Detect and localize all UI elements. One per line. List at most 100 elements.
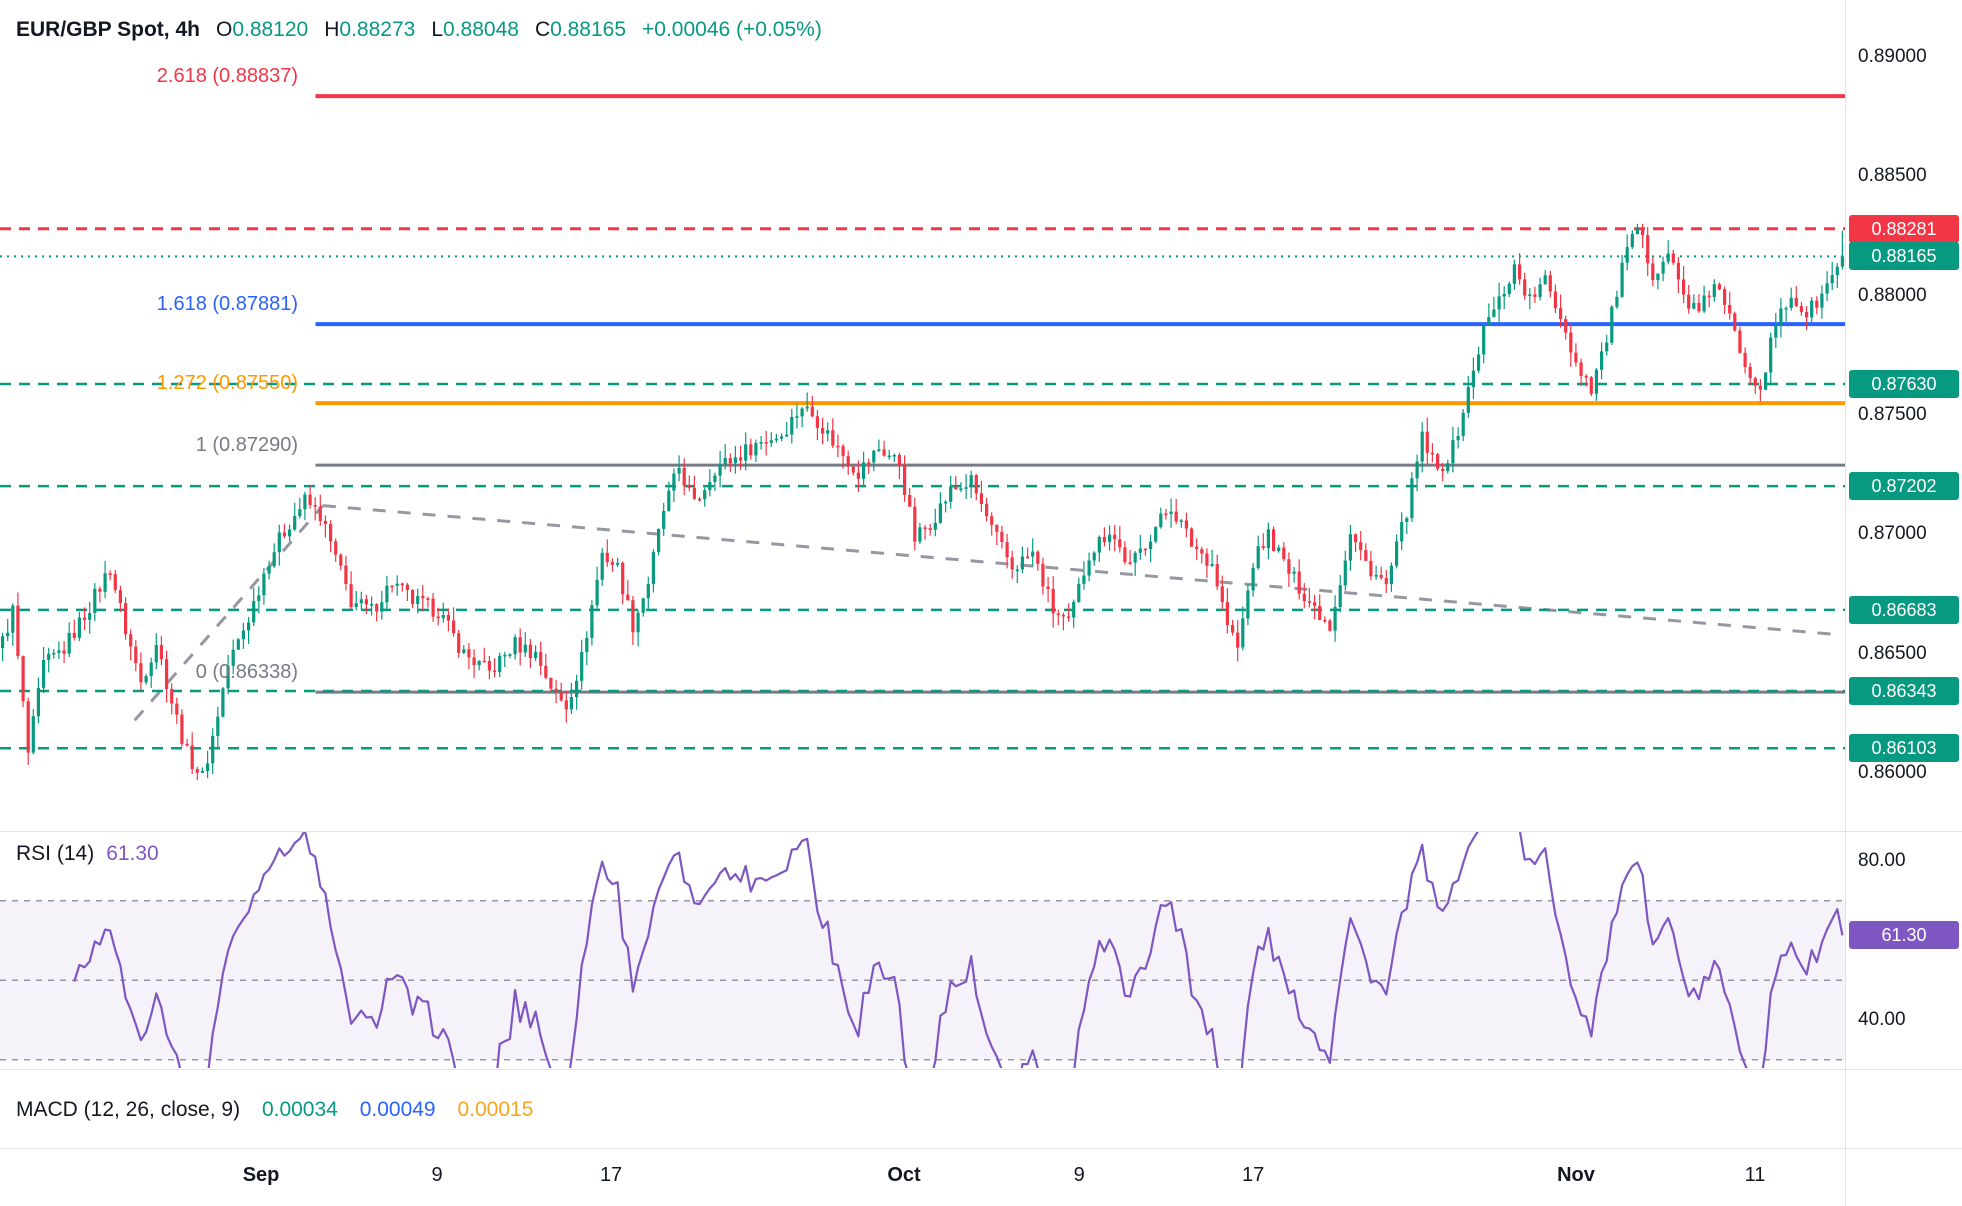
candle-body bbox=[846, 456, 850, 467]
candle-body bbox=[1538, 284, 1542, 297]
candle-body bbox=[1794, 297, 1798, 307]
candle-body bbox=[513, 637, 517, 655]
ohlc-high: H0.88273 bbox=[324, 18, 416, 41]
trendline-1[interactable] bbox=[322, 504, 1836, 636]
candle-body bbox=[1456, 436, 1460, 441]
candle-body bbox=[1825, 283, 1829, 294]
candle-body bbox=[26, 701, 30, 753]
candle-body bbox=[139, 663, 143, 683]
macd-legend: MACD (12, 26, close, 9) 0.00034 0.00049 … bbox=[16, 1098, 533, 1122]
macd-value-3: 0.00015 bbox=[457, 1098, 534, 1121]
candle-body bbox=[11, 605, 15, 633]
candle-body bbox=[928, 528, 932, 530]
main-chart-canvas[interactable] bbox=[0, 0, 1845, 830]
candle-body bbox=[1779, 308, 1783, 325]
candle-body bbox=[477, 660, 481, 666]
candle-body bbox=[1251, 568, 1255, 591]
candle-body bbox=[482, 660, 486, 663]
candle-body bbox=[1492, 309, 1496, 318]
candle-body bbox=[631, 600, 635, 633]
candle-body bbox=[518, 637, 522, 653]
candle-body bbox=[293, 516, 297, 530]
candle-body bbox=[1164, 513, 1168, 516]
candle-body bbox=[1282, 547, 1286, 560]
candle-body bbox=[657, 528, 661, 553]
time-axis[interactable]: Sep 9 17 Oct 9 17 Nov 11 bbox=[0, 1149, 1845, 1206]
candle-body bbox=[1610, 306, 1614, 343]
candle-body bbox=[1379, 575, 1383, 578]
candle-body bbox=[77, 617, 81, 638]
candle-body bbox=[1087, 560, 1091, 576]
candle-body bbox=[1225, 602, 1229, 626]
candle-body bbox=[1400, 522, 1404, 542]
candle-body bbox=[1461, 412, 1465, 436]
candle-body bbox=[1477, 354, 1481, 371]
candle-body bbox=[1717, 284, 1721, 290]
fib-label-2: 1.272 (0.87550) bbox=[156, 372, 298, 395]
candle-body bbox=[47, 653, 51, 661]
candle-body bbox=[1656, 273, 1660, 280]
candle-body bbox=[774, 438, 778, 441]
candle-body bbox=[1, 636, 5, 649]
candle-body bbox=[1348, 534, 1352, 561]
time-tick-11: 11 bbox=[1744, 1164, 1766, 1186]
fib-label-0: 2.618 (0.88837) bbox=[156, 65, 298, 88]
candle-body bbox=[216, 716, 220, 736]
candle-body bbox=[1102, 537, 1106, 543]
candle-body bbox=[200, 771, 204, 773]
candle-body bbox=[549, 677, 553, 689]
time-tick-Nov: Nov bbox=[1557, 1164, 1595, 1186]
candle-body bbox=[1143, 548, 1147, 551]
candle-body bbox=[149, 662, 153, 677]
candle-body bbox=[467, 649, 471, 658]
candle-body bbox=[862, 462, 866, 479]
candle-body bbox=[1574, 352, 1578, 363]
candle-body bbox=[1594, 369, 1598, 394]
candle-body bbox=[1830, 275, 1834, 284]
candle-body bbox=[954, 486, 958, 490]
candle-body bbox=[1502, 294, 1506, 297]
fib-label-1: 1.618 (0.87881) bbox=[156, 293, 298, 316]
candle-body bbox=[272, 552, 276, 567]
candle-body bbox=[416, 595, 420, 604]
candle-body bbox=[1666, 253, 1670, 262]
candle-body bbox=[1810, 300, 1814, 318]
candle-body bbox=[236, 639, 240, 650]
candle-body bbox=[190, 745, 194, 770]
macd-value-1: 0.00034 bbox=[261, 1098, 338, 1121]
candle-body bbox=[1589, 377, 1593, 394]
candle-body bbox=[1692, 302, 1696, 309]
candle-body bbox=[1318, 605, 1322, 620]
pane-divider[interactable] bbox=[0, 1069, 1962, 1070]
candle-body bbox=[1389, 565, 1393, 585]
candle-body bbox=[1302, 593, 1306, 602]
candle-body bbox=[154, 645, 158, 663]
candle-body bbox=[938, 503, 942, 523]
candle-body bbox=[815, 416, 819, 428]
candle-body bbox=[554, 688, 558, 693]
price-axis-label-0.87000: 0.87000 bbox=[1858, 523, 1927, 545]
candle-body bbox=[303, 494, 307, 510]
candle-body bbox=[1041, 563, 1045, 587]
candle-body bbox=[118, 590, 122, 604]
rsi-pane-canvas[interactable] bbox=[0, 832, 1845, 1068]
candle-body bbox=[559, 692, 563, 701]
candle-body bbox=[749, 444, 753, 456]
candle-body bbox=[580, 652, 584, 681]
time-tick-Oct: Oct bbox=[887, 1164, 921, 1186]
candle-body bbox=[6, 632, 10, 637]
candle-body bbox=[1805, 312, 1809, 318]
candle-body bbox=[759, 442, 763, 444]
candle-body bbox=[277, 532, 281, 553]
pane-divider[interactable] bbox=[0, 831, 1962, 832]
candle-body bbox=[1369, 560, 1373, 577]
candle-body bbox=[1425, 431, 1429, 453]
price-axis[interactable]: 0.88281 0.88165 0.87630 0.87202 0.86683 0.863… bbox=[1845, 0, 1962, 1206]
price-axis-label-0.88500: 0.88500 bbox=[1858, 165, 1927, 187]
candle-body bbox=[933, 522, 937, 530]
trendline-0[interactable] bbox=[133, 504, 325, 722]
candle-body bbox=[57, 650, 61, 653]
candle-body bbox=[1092, 552, 1096, 561]
candle-body bbox=[405, 584, 409, 590]
candle-body bbox=[354, 603, 358, 607]
